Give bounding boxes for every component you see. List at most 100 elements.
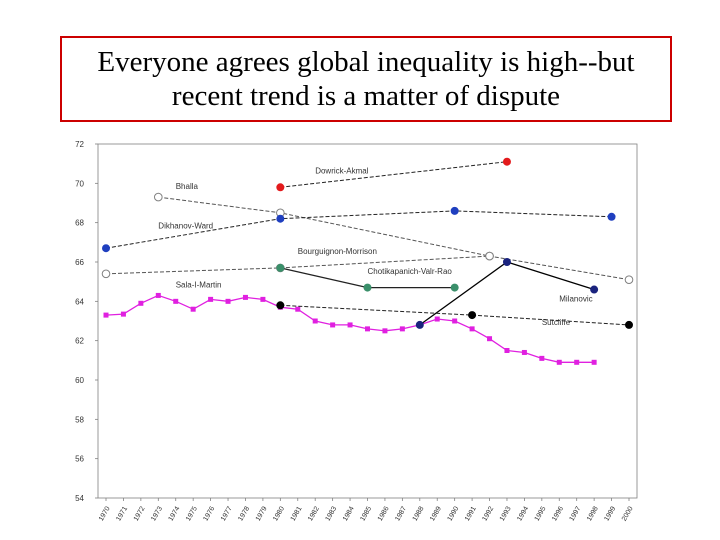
- data-point-sala-i-martin: [120, 311, 126, 317]
- data-point-sala-i-martin: [452, 318, 458, 324]
- data-point-sala-i-martin: [382, 328, 388, 334]
- y-tick-label: 72: [75, 140, 84, 149]
- data-point-sala-i-martin: [347, 322, 353, 328]
- data-point-sala-i-martin: [208, 296, 214, 302]
- x-tick-label: 1985: [359, 505, 373, 522]
- series-label-milanovic: Milanovic: [559, 294, 592, 303]
- data-point-sala-i-martin: [155, 292, 161, 298]
- data-point-chotikapanich-valenzuela-rao: [276, 263, 285, 272]
- data-point-sala-i-martin: [225, 298, 231, 304]
- slide-title-box: Everyone agrees global inequality is hig…: [60, 36, 672, 122]
- data-point-sala-i-martin: [539, 355, 545, 361]
- x-tick-label: 1979: [255, 505, 269, 522]
- series-line-bhalla: [158, 196, 630, 281]
- x-tick-label: 1973: [150, 505, 164, 522]
- data-point-sala-i-martin: [521, 349, 527, 355]
- x-tick-label: 1982: [307, 505, 321, 522]
- data-point-sutcliffe: [276, 301, 285, 310]
- series-line-dowrick-akmal: [280, 161, 508, 188]
- data-point-dikhanov-ward: [276, 214, 285, 223]
- x-tick-label: 1986: [377, 505, 391, 522]
- slide-title-line-2: recent trend is a matter of dispute: [171, 80, 561, 112]
- data-point-dikhanov-ward: [102, 244, 110, 253]
- x-tick-label: 1983: [325, 505, 339, 522]
- x-tick-label: 1989: [429, 505, 443, 522]
- x-tick-label: 1984: [342, 505, 356, 522]
- inequality-line-chart: 54 56 58 60 62 64 66 68 70 72 1970 1971 1972 1973 1974…: [75, 140, 638, 522]
- x-tick-label: 1992: [481, 505, 495, 522]
- data-point-sala-i-martin: [103, 312, 109, 318]
- series-line-dikhanov-ward: [105, 210, 612, 249]
- slide-title-line-1: Everyone agrees global inequality is hig…: [97, 46, 635, 78]
- data-point-sala-i-martin: [190, 306, 196, 312]
- data-point-sutcliffe: [468, 311, 477, 320]
- x-tick-label: 1972: [133, 505, 147, 522]
- data-point-dowrick-akmal: [276, 183, 285, 192]
- data-point-sala-i-martin: [312, 318, 318, 324]
- series-label-bourguignon-morrison: Bourguignon-Morrison: [298, 247, 377, 256]
- y-tick-label: 64: [75, 297, 84, 306]
- y-tick-label: 54: [75, 494, 84, 503]
- data-point-sala-i-martin: [260, 296, 266, 302]
- data-point-sutcliffe: [625, 320, 633, 329]
- x-tick-label: 1975: [185, 505, 199, 522]
- x-tick-label: 1970: [98, 505, 112, 522]
- y-tick-label: 70: [75, 179, 84, 188]
- data-point-chotikapanich-valenzuela-rao: [450, 283, 459, 292]
- series-label-dikhanov-ward: Dikhanov-Ward: [158, 222, 213, 231]
- data-point-sala-i-martin: [574, 359, 580, 365]
- data-point-sala-i-martin: [365, 326, 370, 332]
- x-tick-label: 1995: [534, 505, 548, 522]
- y-tick-label: 58: [75, 415, 84, 424]
- series-label-sutcliffe: Sutcliffe: [542, 318, 571, 327]
- data-point-sala-i-martin: [487, 336, 493, 342]
- data-point-sala-i-martin: [399, 326, 405, 332]
- x-tick-label: 1988: [412, 505, 426, 522]
- y-tick-label: 56: [75, 455, 84, 464]
- data-point-dikhanov-ward: [607, 212, 616, 221]
- x-tick-label: 1987: [394, 505, 408, 522]
- x-tick-label: 1976: [202, 505, 216, 522]
- data-point-dowrick-akmal: [502, 157, 511, 166]
- data-point-dikhanov-ward: [450, 206, 459, 215]
- x-tick-label: 2000: [621, 505, 635, 522]
- x-tick-label: 1993: [499, 505, 513, 522]
- x-tick-label: 1977: [220, 505, 234, 522]
- data-point-sala-i-martin: [434, 316, 440, 322]
- data-point-sala-i-martin: [330, 322, 336, 328]
- data-point-sala-i-martin: [138, 300, 144, 306]
- data-point-milanovic: [590, 285, 599, 294]
- x-tick-label: 1999: [603, 505, 617, 522]
- y-tick-label: 68: [75, 219, 84, 228]
- data-point-milanovic: [415, 320, 424, 329]
- data-point-sala-i-martin: [242, 294, 248, 300]
- x-tick-label: 1996: [551, 505, 565, 522]
- data-point-sala-i-martin: [504, 348, 510, 353]
- series-label-dowrick-akmal: Dowrick-Akmal: [315, 167, 369, 176]
- data-point-milanovic: [502, 258, 511, 266]
- x-tick-label: 1991: [464, 505, 478, 522]
- x-tick-label: 1980: [272, 505, 286, 522]
- x-tick-label: 1994: [516, 505, 530, 522]
- data-point-bhalla: [624, 275, 634, 284]
- data-point-bourguignon-morrison: [101, 269, 111, 279]
- data-point-bhalla: [154, 192, 163, 202]
- series-line-sala-i-martin: [105, 294, 595, 363]
- x-tick-label: 1971: [115, 505, 129, 522]
- data-point-bourguignon-morrison: [485, 251, 494, 261]
- data-point-sala-i-martin: [173, 298, 179, 304]
- data-point-chotikapanich-valenzuela-rao: [363, 283, 372, 292]
- series-label-sala-i-martin: Sala-I-Martin: [176, 281, 222, 290]
- data-point-sala-i-martin: [556, 359, 562, 365]
- slide-title: Everyone agrees global inequality is hig…: [97, 45, 634, 113]
- x-tick-label: 1981: [290, 505, 304, 522]
- data-point-sala-i-martin: [295, 306, 301, 312]
- x-tick-label: 1978: [237, 505, 251, 522]
- x-tick-label: 1990: [447, 505, 461, 522]
- series-label-bhalla: Bhalla: [176, 182, 199, 191]
- series-label-chotikapanich-valenzuela-rao: Chotikapanich-Valr-Rao: [368, 267, 453, 276]
- x-tick-label: 1997: [569, 505, 583, 522]
- y-tick-label: 60: [75, 376, 84, 385]
- y-tick-label: 62: [75, 337, 84, 346]
- y-tick-label: 66: [75, 258, 84, 267]
